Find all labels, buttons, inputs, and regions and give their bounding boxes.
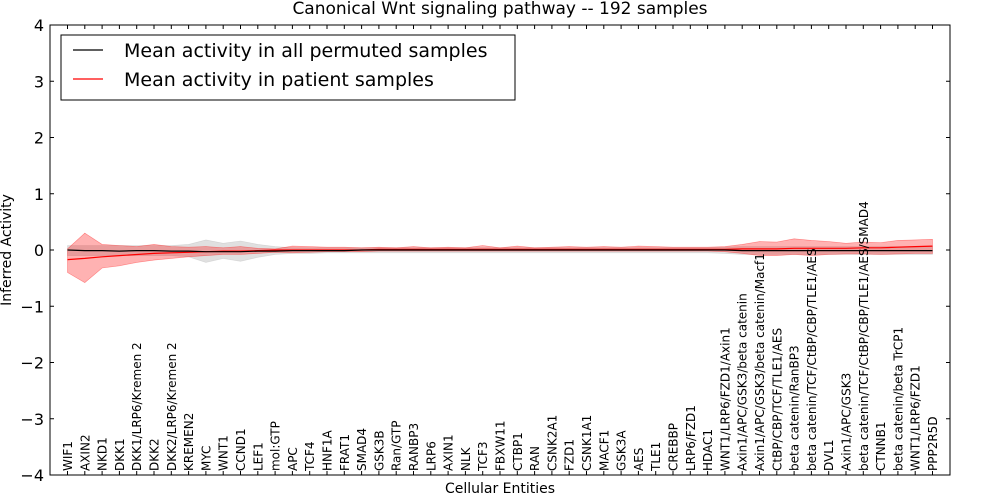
y-tick-label: −2 xyxy=(20,354,44,373)
x-tick-label: GSK3A xyxy=(615,430,629,471)
x-tick-label: TLE1 xyxy=(649,442,663,472)
x-tick-label: AXIN2 xyxy=(78,434,92,471)
x-tick-label: DKK1/LRP6/Kremen 2 xyxy=(130,342,144,471)
x-tick-label: CtBP/CBP/TCF/TLE1/AES xyxy=(770,328,784,471)
x-tick-label: beta catenin/RanBP3 xyxy=(788,345,802,471)
x-tick-label: HNF1A xyxy=(321,429,335,471)
x-tick-label: LEF1 xyxy=(251,442,265,471)
x-tick-label: CTNNB1 xyxy=(874,421,888,471)
y-tick-label: 2 xyxy=(34,129,44,148)
chart-title: Canonical Wnt signaling pathway -- 192 s… xyxy=(292,0,707,19)
band-permuted xyxy=(67,239,933,263)
x-tick-label: WNT1 xyxy=(217,435,231,471)
legend: Mean activity in all permuted samples Me… xyxy=(60,34,516,101)
x-tick-label: Axin1/APC/GSK3/beta catenin xyxy=(736,293,750,471)
series-lines xyxy=(67,245,933,261)
x-tick-label: Axin1/APC/GSK3/beta catenin/Macf1 xyxy=(753,253,767,471)
x-tick-label: AES xyxy=(632,448,646,471)
axis-ticks: 4 3 2 1 0 −1 −2 −3 −4 WIF1 AXIN2 NKD1 DKK1 DKK1/LRP6/… xyxy=(20,16,950,485)
plot-frame xyxy=(49,24,951,476)
x-tick-label: Axin1/APC/GSK3 xyxy=(840,373,854,471)
x-tick-label: CSNK2A1 xyxy=(545,415,559,471)
x-axis-label: Cellular Entities xyxy=(445,481,555,497)
x-tick-label: CREBBP xyxy=(667,423,681,471)
band-patient xyxy=(67,232,933,283)
y-tick-label: 1 xyxy=(34,185,44,204)
x-tick-label: DKK2 xyxy=(148,438,162,471)
x-tick-label: WNT1/LRP6/FZD1/Axin1 xyxy=(718,327,732,471)
y-axis-label: Inferred Activity xyxy=(0,194,15,306)
x-tick-label: DKK1 xyxy=(113,438,127,471)
y-tick-label: 3 xyxy=(34,72,44,91)
x-tick-label: RANBP3 xyxy=(407,423,421,471)
x-tick-label: WIF1 xyxy=(61,441,75,471)
y-tick-label: 0 xyxy=(34,241,44,260)
x-tick-label: Ran/GTP xyxy=(390,420,404,471)
x-tick-label: FZD1 xyxy=(563,439,577,471)
x-tick-label: beta catenin/TCF/CtBP/CBP/TLE1/AES xyxy=(805,248,819,471)
x-tick-label: CSNK1A1 xyxy=(580,415,594,471)
x-tick-label: CTBP1 xyxy=(511,432,525,471)
x-tick-label: FBXW11 xyxy=(494,421,508,472)
x-tick-label: SMAD4 xyxy=(355,428,369,471)
line-permuted xyxy=(67,249,933,253)
x-tick-label: NKD1 xyxy=(96,437,110,471)
x-tick-label: LRP6/FZD1 xyxy=(684,405,698,471)
y-tick-label: 4 xyxy=(34,16,44,35)
x-tick-label: MYC xyxy=(199,446,213,471)
x-tick-label: DVL1 xyxy=(822,439,836,471)
x-tick-label: TCF4 xyxy=(303,441,317,472)
x-tick-label: WNT1/LRP6/FZD1 xyxy=(909,365,923,471)
legend-label-patient: Mean activity in patient samples xyxy=(124,69,434,91)
x-tick-label: LRP6 xyxy=(424,441,438,471)
x-tick-label: NLK xyxy=(459,446,473,471)
confidence-bands xyxy=(67,232,933,283)
x-tick-label: GSK3B xyxy=(372,430,386,471)
x-tick-label: beta catenin/beta TrCP1 xyxy=(891,327,905,471)
x-tick-label: AXIN1 xyxy=(442,434,456,471)
x-tick-label: KREMEN2 xyxy=(182,413,196,471)
x-tick-label: TCF3 xyxy=(476,441,490,472)
x-tick-label: APC xyxy=(286,447,300,471)
x-tick-label: CCND1 xyxy=(234,428,248,471)
x-tick-label: mol:GTP xyxy=(269,421,283,471)
x-tick-label: MACF1 xyxy=(597,430,611,471)
y-tick-label: −1 xyxy=(20,297,44,316)
x-tick-label: PPP2R5D xyxy=(926,416,940,471)
y-tick-label: −4 xyxy=(20,466,44,485)
x-tick-label: beta catenin/TCF/CtBP/CBP/TLE1/AES/SMAD4 xyxy=(857,201,871,471)
x-tick-label: FRAT1 xyxy=(338,434,352,471)
legend-label-permuted: Mean activity in all permuted samples xyxy=(124,40,487,62)
legend-box xyxy=(60,34,516,101)
x-tick-label: HDAC1 xyxy=(701,429,715,471)
y-tick-label: −3 xyxy=(20,410,44,429)
x-tick-label: RAN xyxy=(528,446,542,471)
x-tick-label: DKK2/LRP6/Kremen 2 xyxy=(165,342,179,471)
